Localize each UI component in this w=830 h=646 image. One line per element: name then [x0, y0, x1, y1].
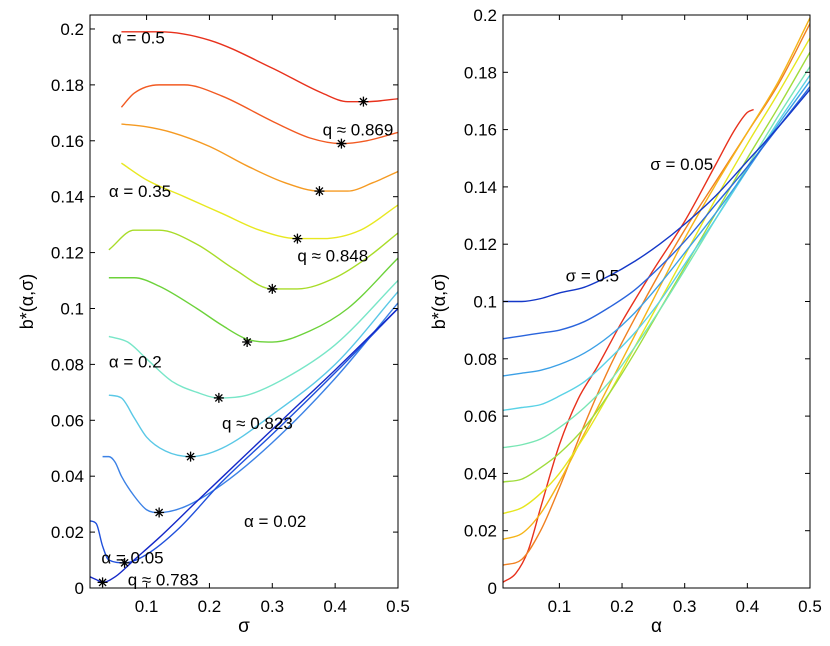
- panel-1-ytick-label-9: 0.16: [51, 132, 84, 151]
- panel-1-series-line-10: [90, 308, 398, 564]
- panel-1-annotation-3: α = 0.2: [109, 353, 162, 372]
- panel-2-x-axis-label: α: [651, 616, 662, 637]
- panel-1-annotation-8: q ≈ 0.823: [222, 414, 293, 433]
- panel-2-series-line-8: [503, 80, 810, 377]
- panel-1-series-line-2: [120, 84, 398, 145]
- panel-2-series-line-5: [503, 51, 810, 483]
- panel-2-series-line-9: [503, 86, 810, 340]
- panel-1-axes-box: [89, 14, 399, 589]
- panel-1-xtick-label-5: 0.5: [386, 597, 410, 616]
- panel-1-ytick-label-3: 0.04: [51, 467, 84, 486]
- panel-1-marker-star-1: [358, 96, 369, 107]
- panel-1-ytick-label-4: 0.06: [51, 411, 84, 430]
- panel-1-xtick-label-2: 0.2: [198, 597, 222, 616]
- panel-1-marker-star-2: [336, 138, 347, 149]
- panel-1-annotation-6: q ≈ 0.869: [323, 121, 394, 140]
- panel-1-ytick-label-10: 0.18: [51, 76, 84, 95]
- panel-2-ytick-label-4: 0.06: [464, 407, 497, 426]
- panel-2-xtick-label-3: 0.3: [673, 597, 697, 616]
- panel-1-annotation-5: α = 0.02: [244, 512, 306, 531]
- panel-1-ytick-label-11: 0.2: [60, 20, 84, 39]
- panel-2-ytick-label-5: 0.08: [464, 350, 497, 369]
- panel-1-series-line-7: [108, 280, 398, 399]
- panel-1-series-line-9: [102, 302, 398, 514]
- panel-1-ytick-label-7: 0.12: [51, 244, 84, 263]
- panel-1-annotation-7: q ≈ 0.848: [297, 246, 368, 265]
- panel-2-ytick-label-1: 0: [488, 579, 497, 598]
- panel-1-marker-star-4: [292, 233, 303, 244]
- panel-1-y-axis-label: b*(α,σ): [17, 274, 37, 330]
- panel-2-annotation-2: σ = 0.5: [566, 267, 620, 286]
- panel-2-series-line-3: [503, 17, 810, 540]
- panel-2-xtick-label-4: 0.4: [736, 597, 760, 616]
- panel-1-series-line-6: [108, 257, 398, 343]
- panel-1-ytick-label-2: 0.02: [51, 523, 84, 542]
- panel-2-xtick-label-1: 0.1: [548, 597, 572, 616]
- panel-2-series-line-4: [503, 37, 810, 515]
- panel-1-series-line-4: [121, 162, 398, 240]
- panel-1-marker-star-3: [314, 186, 325, 197]
- panel-2-ytick-label-6: 0.1: [473, 293, 497, 312]
- panel-1-marker-star-7: [213, 392, 224, 403]
- panel-2-series-line-6: [503, 66, 810, 449]
- panel-1-annotation-2: α = 0.35: [109, 182, 171, 201]
- panel-2-ytick-label-11: 0.2: [473, 6, 497, 25]
- panel-1-marker-star-5: [267, 283, 278, 294]
- panel-1-series-line-8: [108, 291, 398, 458]
- panel-1-xtick-label-3: 0.3: [260, 597, 284, 616]
- panel-2-ytick-label-3: 0.04: [464, 464, 497, 483]
- panel-2-y-axis-label: b*(α,σ): [429, 274, 449, 330]
- panel-2-ytick-label-8: 0.14: [464, 178, 497, 197]
- panel-2-series-line-1: [503, 108, 754, 583]
- panel-2-series-line-10: [503, 89, 810, 303]
- panel-1-marker-star-11: [97, 577, 108, 588]
- panel-1-xtick-label-1: 0.1: [135, 597, 159, 616]
- panel-1-ytick-label-8: 0.14: [51, 188, 84, 207]
- panel-1-ytick-label-6: 0.1: [60, 299, 84, 318]
- panel-1-xtick-label-4: 0.4: [323, 597, 347, 616]
- panel-1-x-axis-label: σ: [238, 616, 250, 637]
- panel-2-ytick-label-7: 0.12: [464, 235, 497, 254]
- panel-2-xtick-label-2: 0.2: [610, 597, 634, 616]
- panel-1-marker-star-6: [242, 337, 253, 348]
- panel-2-series-line-7: [503, 74, 810, 412]
- panel-2-annotation-1: σ = 0.05: [650, 155, 713, 174]
- panel-1-series-line-5: [108, 229, 398, 290]
- panel-1-annotation-4: α = 0.05: [101, 548, 163, 567]
- panel-1-ytick-label-5: 0.08: [51, 355, 84, 374]
- panel-2-xtick-label-5: 0.5: [798, 597, 822, 616]
- panel-1-ytick-label-1: 0: [75, 579, 84, 598]
- panel-1-annotation-1: α = 0.5: [112, 28, 165, 47]
- panel-1-annotation-9: q ≈ 0.783: [128, 571, 199, 590]
- panel-2-ytick-label-2: 0.02: [464, 522, 497, 541]
- panel-1-marker-star-10: [119, 557, 130, 568]
- panel-2-axes-box: [502, 14, 811, 589]
- panel-2-ytick-label-10: 0.18: [464, 63, 497, 82]
- panel-1-series-line-3: [121, 123, 398, 192]
- panel-2-ytick-label-9: 0.16: [464, 121, 497, 140]
- panel-1-marker-star-8: [185, 451, 196, 462]
- panel-1-marker-star-9: [154, 507, 165, 518]
